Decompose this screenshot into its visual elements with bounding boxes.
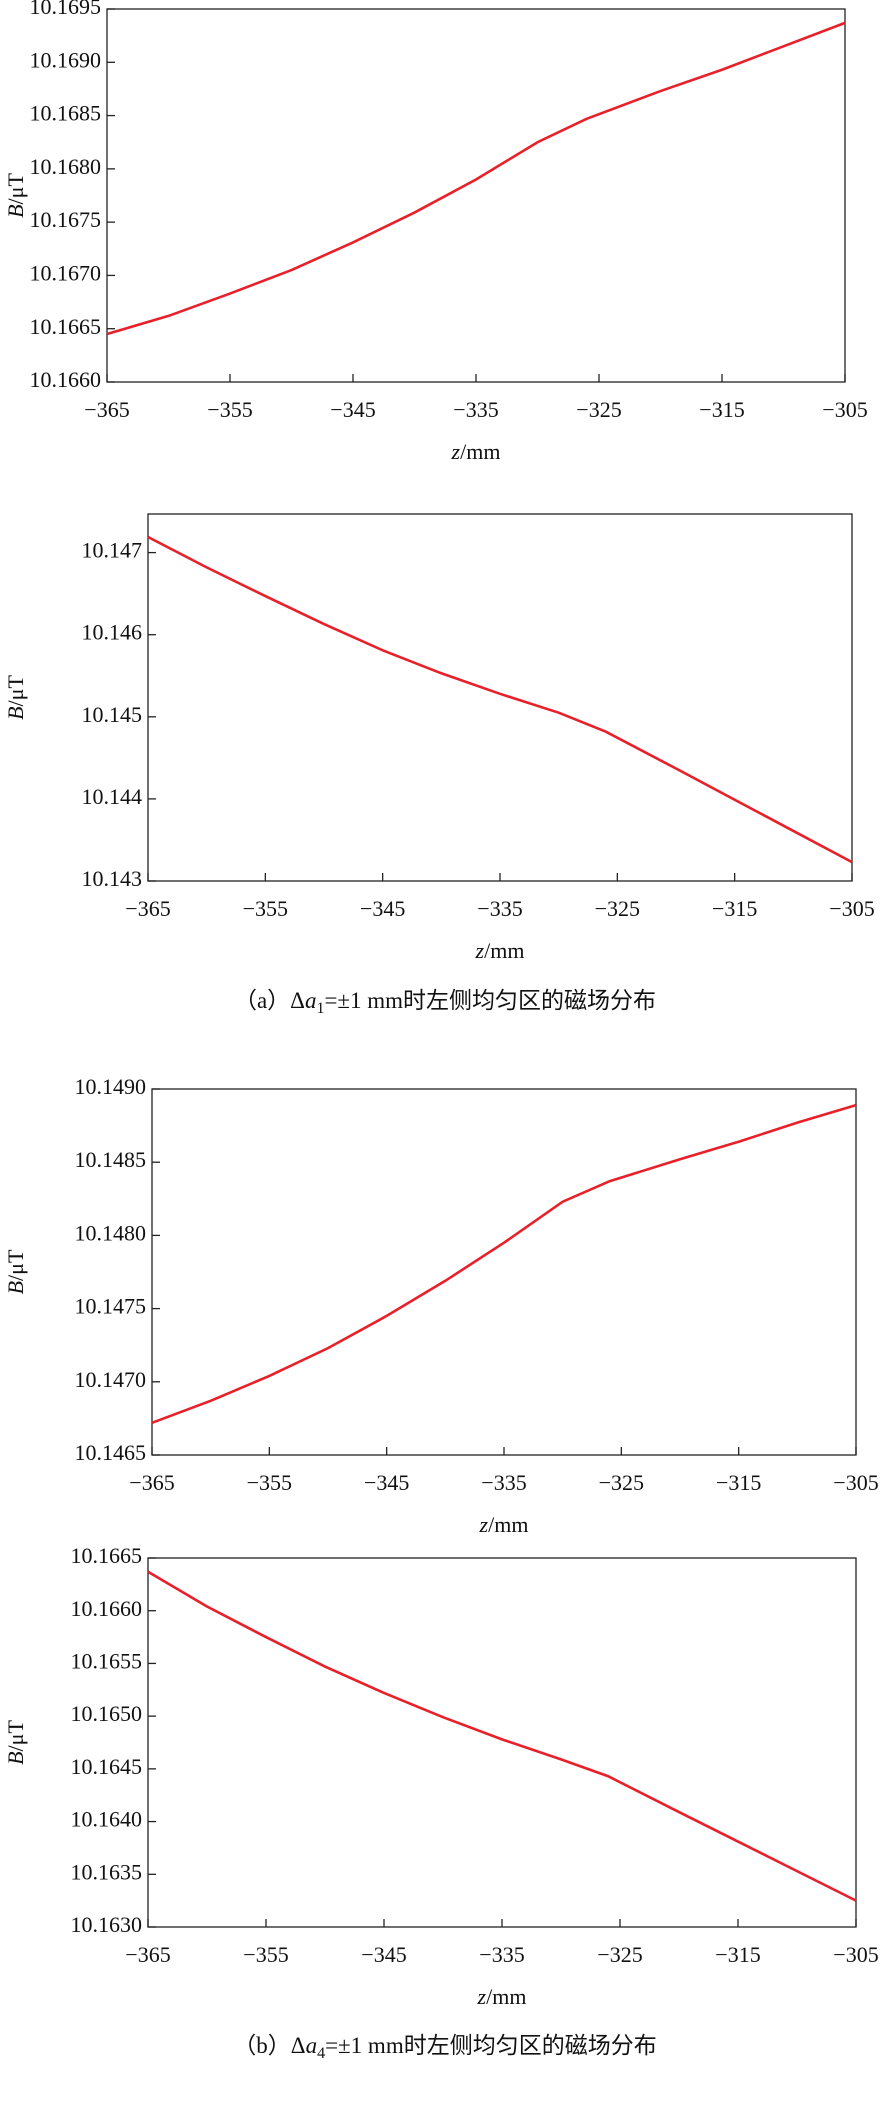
y-axis-var: B (3, 204, 28, 217)
y-axis-var: B (3, 1751, 28, 1764)
x-axis-unit: /mm (486, 1984, 526, 2009)
x-tick-label: −355 (243, 896, 288, 921)
caption-sub: 1 (316, 1000, 324, 1017)
caption-var: a (305, 988, 317, 1013)
y-tick-label: 10.1465 (75, 1440, 147, 1465)
y-tick-label: 10.1665 (30, 314, 102, 339)
plot-frame (151, 1088, 857, 1456)
x-tick-label: −355 (247, 1470, 292, 1495)
y-tick-label: 10.1635 (71, 1859, 143, 1884)
data-line (147, 1570, 857, 1902)
caption-prefix: （b）Δ (233, 2033, 305, 2058)
y-tick-label: 10.1670 (30, 260, 102, 285)
x-axis-unit: /mm (460, 439, 500, 464)
x-axis-unit: /mm (488, 1512, 528, 1537)
x-tick-label: −325 (599, 1470, 644, 1495)
y-tick-label: 10.1660 (30, 367, 102, 392)
y-tick-label: 10.1660 (71, 1596, 143, 1621)
y-tick-label: 10.1685 (30, 101, 102, 126)
x-tick-label: −325 (597, 1942, 642, 1967)
x-axis-label: z/mm (475, 938, 525, 963)
x-tick-label: −335 (479, 1942, 524, 1967)
y-tick-label: 10.1675 (30, 207, 102, 232)
x-tick-label: −335 (481, 1470, 526, 1495)
x-axis-var: z (477, 1984, 487, 2009)
y-tick-label: 10.1695 (30, 0, 102, 19)
data-line (147, 535, 853, 864)
x-tick-label: −345 (364, 1470, 409, 1495)
y-tick-label: 10.143 (82, 866, 143, 891)
plot-frame (147, 1557, 857, 1928)
caption-suffix: =±1 mm时左侧均匀区的磁场分布 (325, 2033, 657, 2058)
x-tick-label: −305 (833, 1470, 878, 1495)
x-tick-label: −315 (716, 1470, 761, 1495)
x-tick-label: −355 (207, 397, 252, 422)
caption-prefix: （a）Δ (234, 988, 305, 1013)
y-tick-label: 10.1640 (71, 1807, 143, 1832)
y-tick-label: 10.1650 (71, 1701, 143, 1726)
y-tick-label: 10.1690 (30, 47, 102, 72)
data-line (151, 1103, 857, 1425)
y-tick-label: 10.145 (82, 702, 143, 727)
y-axis-unit: /μT (3, 1249, 28, 1281)
y-tick-label: 10.1680 (30, 154, 102, 179)
x-tick-label: −315 (699, 397, 744, 422)
x-axis-label: z/mm (451, 439, 501, 464)
y-tick-label: 10.144 (82, 784, 143, 809)
x-axis-label: z/mm (479, 1512, 529, 1537)
x-tick-label: −345 (330, 397, 375, 422)
y-axis-unit: /μT (3, 173, 28, 205)
x-axis-var: z (479, 1512, 489, 1537)
x-tick-label: −365 (84, 397, 129, 422)
x-axis-label: z/mm (477, 1984, 527, 2009)
x-tick-label: −365 (129, 1470, 174, 1495)
y-axis-var: B (3, 706, 28, 719)
x-axis-var: z (451, 439, 461, 464)
x-tick-label: −325 (595, 896, 640, 921)
x-tick-label: −365 (125, 1942, 170, 1967)
y-axis-var: B (3, 1281, 28, 1294)
y-axis-unit: /μT (3, 675, 28, 707)
data-line (106, 21, 846, 336)
caption: （b）Δa4=±1 mm时左侧均匀区的磁场分布 (233, 2033, 656, 2061)
x-tick-label: −315 (712, 896, 757, 921)
x-tick-label: −365 (125, 896, 170, 921)
x-axis-unit: /mm (484, 938, 524, 963)
caption-suffix: =±1 mm时左侧均匀区的磁场分布 (324, 988, 656, 1013)
x-tick-label: −305 (833, 1942, 878, 1967)
x-tick-label: −355 (243, 1942, 288, 1967)
caption-var: a (306, 2033, 318, 2058)
x-tick-label: −345 (360, 896, 405, 921)
x-tick-label: −335 (453, 397, 498, 422)
y-tick-label: 10.1645 (71, 1754, 143, 1779)
y-axis-label: B/μT (3, 173, 28, 218)
x-tick-label: −325 (576, 397, 621, 422)
y-tick-label: 10.1480 (75, 1220, 147, 1245)
y-tick-label: 10.1485 (75, 1147, 147, 1172)
x-tick-label: −335 (477, 896, 522, 921)
x-axis-var: z (475, 938, 485, 963)
x-tick-label: −345 (361, 1942, 406, 1967)
y-tick-label: 10.1475 (75, 1294, 147, 1319)
caption: （a）Δa1=±1 mm时左侧均匀区的磁场分布 (234, 988, 656, 1016)
caption-sub: 4 (317, 2045, 325, 2062)
y-tick-label: 10.146 (82, 620, 143, 645)
x-tick-label: −315 (715, 1942, 760, 1967)
y-axis-label: B/μT (3, 675, 28, 720)
plot-frame (147, 513, 853, 882)
y-tick-label: 10.147 (82, 538, 143, 563)
y-axis-label: B/μT (3, 1249, 28, 1294)
x-tick-label: −305 (829, 896, 874, 921)
y-tick-label: 10.1665 (71, 1543, 143, 1568)
y-axis-label: B/μT (3, 1720, 28, 1765)
x-tick-label: −305 (822, 397, 867, 422)
y-tick-label: 10.1490 (75, 1074, 147, 1099)
y-tick-label: 10.1630 (71, 1912, 143, 1937)
y-axis-unit: /μT (3, 1720, 28, 1752)
y-tick-label: 10.1655 (71, 1648, 143, 1673)
y-tick-label: 10.1470 (75, 1367, 147, 1392)
